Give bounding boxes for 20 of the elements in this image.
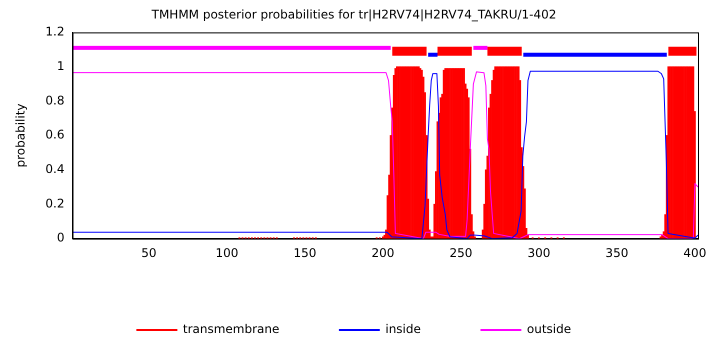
y-tick-label: 1.2: [45, 24, 64, 39]
x-tick-label: 250: [449, 246, 472, 260]
y-tick-label: 0.4: [45, 162, 64, 176]
x-tick-label: 150: [293, 246, 316, 260]
y-tick-label: 0.6: [45, 128, 64, 142]
x-tick-label: 100: [215, 246, 238, 260]
y-tick-label: 0.2: [45, 196, 64, 210]
chart-title: TMHMM posterior probabilities for tr|H2RV74|H2RV74_TAKRU/1-402: [150, 7, 556, 22]
x-tick-label: 50: [141, 246, 157, 260]
x-tick-label: 400: [683, 246, 706, 260]
x-tick-label: 300: [527, 246, 550, 260]
y-tick-label: 0.8: [45, 93, 64, 108]
y-axis-title: probability: [13, 103, 28, 168]
x-tick-label: 350: [605, 246, 628, 260]
legend-label: outside: [526, 322, 572, 336]
y-tick-label: 0: [56, 230, 64, 245]
legend-label: inside: [385, 322, 421, 336]
legend-label: transmembrane: [182, 322, 280, 336]
y-tick-label: 1: [56, 58, 64, 73]
x-tick-label: 200: [371, 246, 394, 260]
